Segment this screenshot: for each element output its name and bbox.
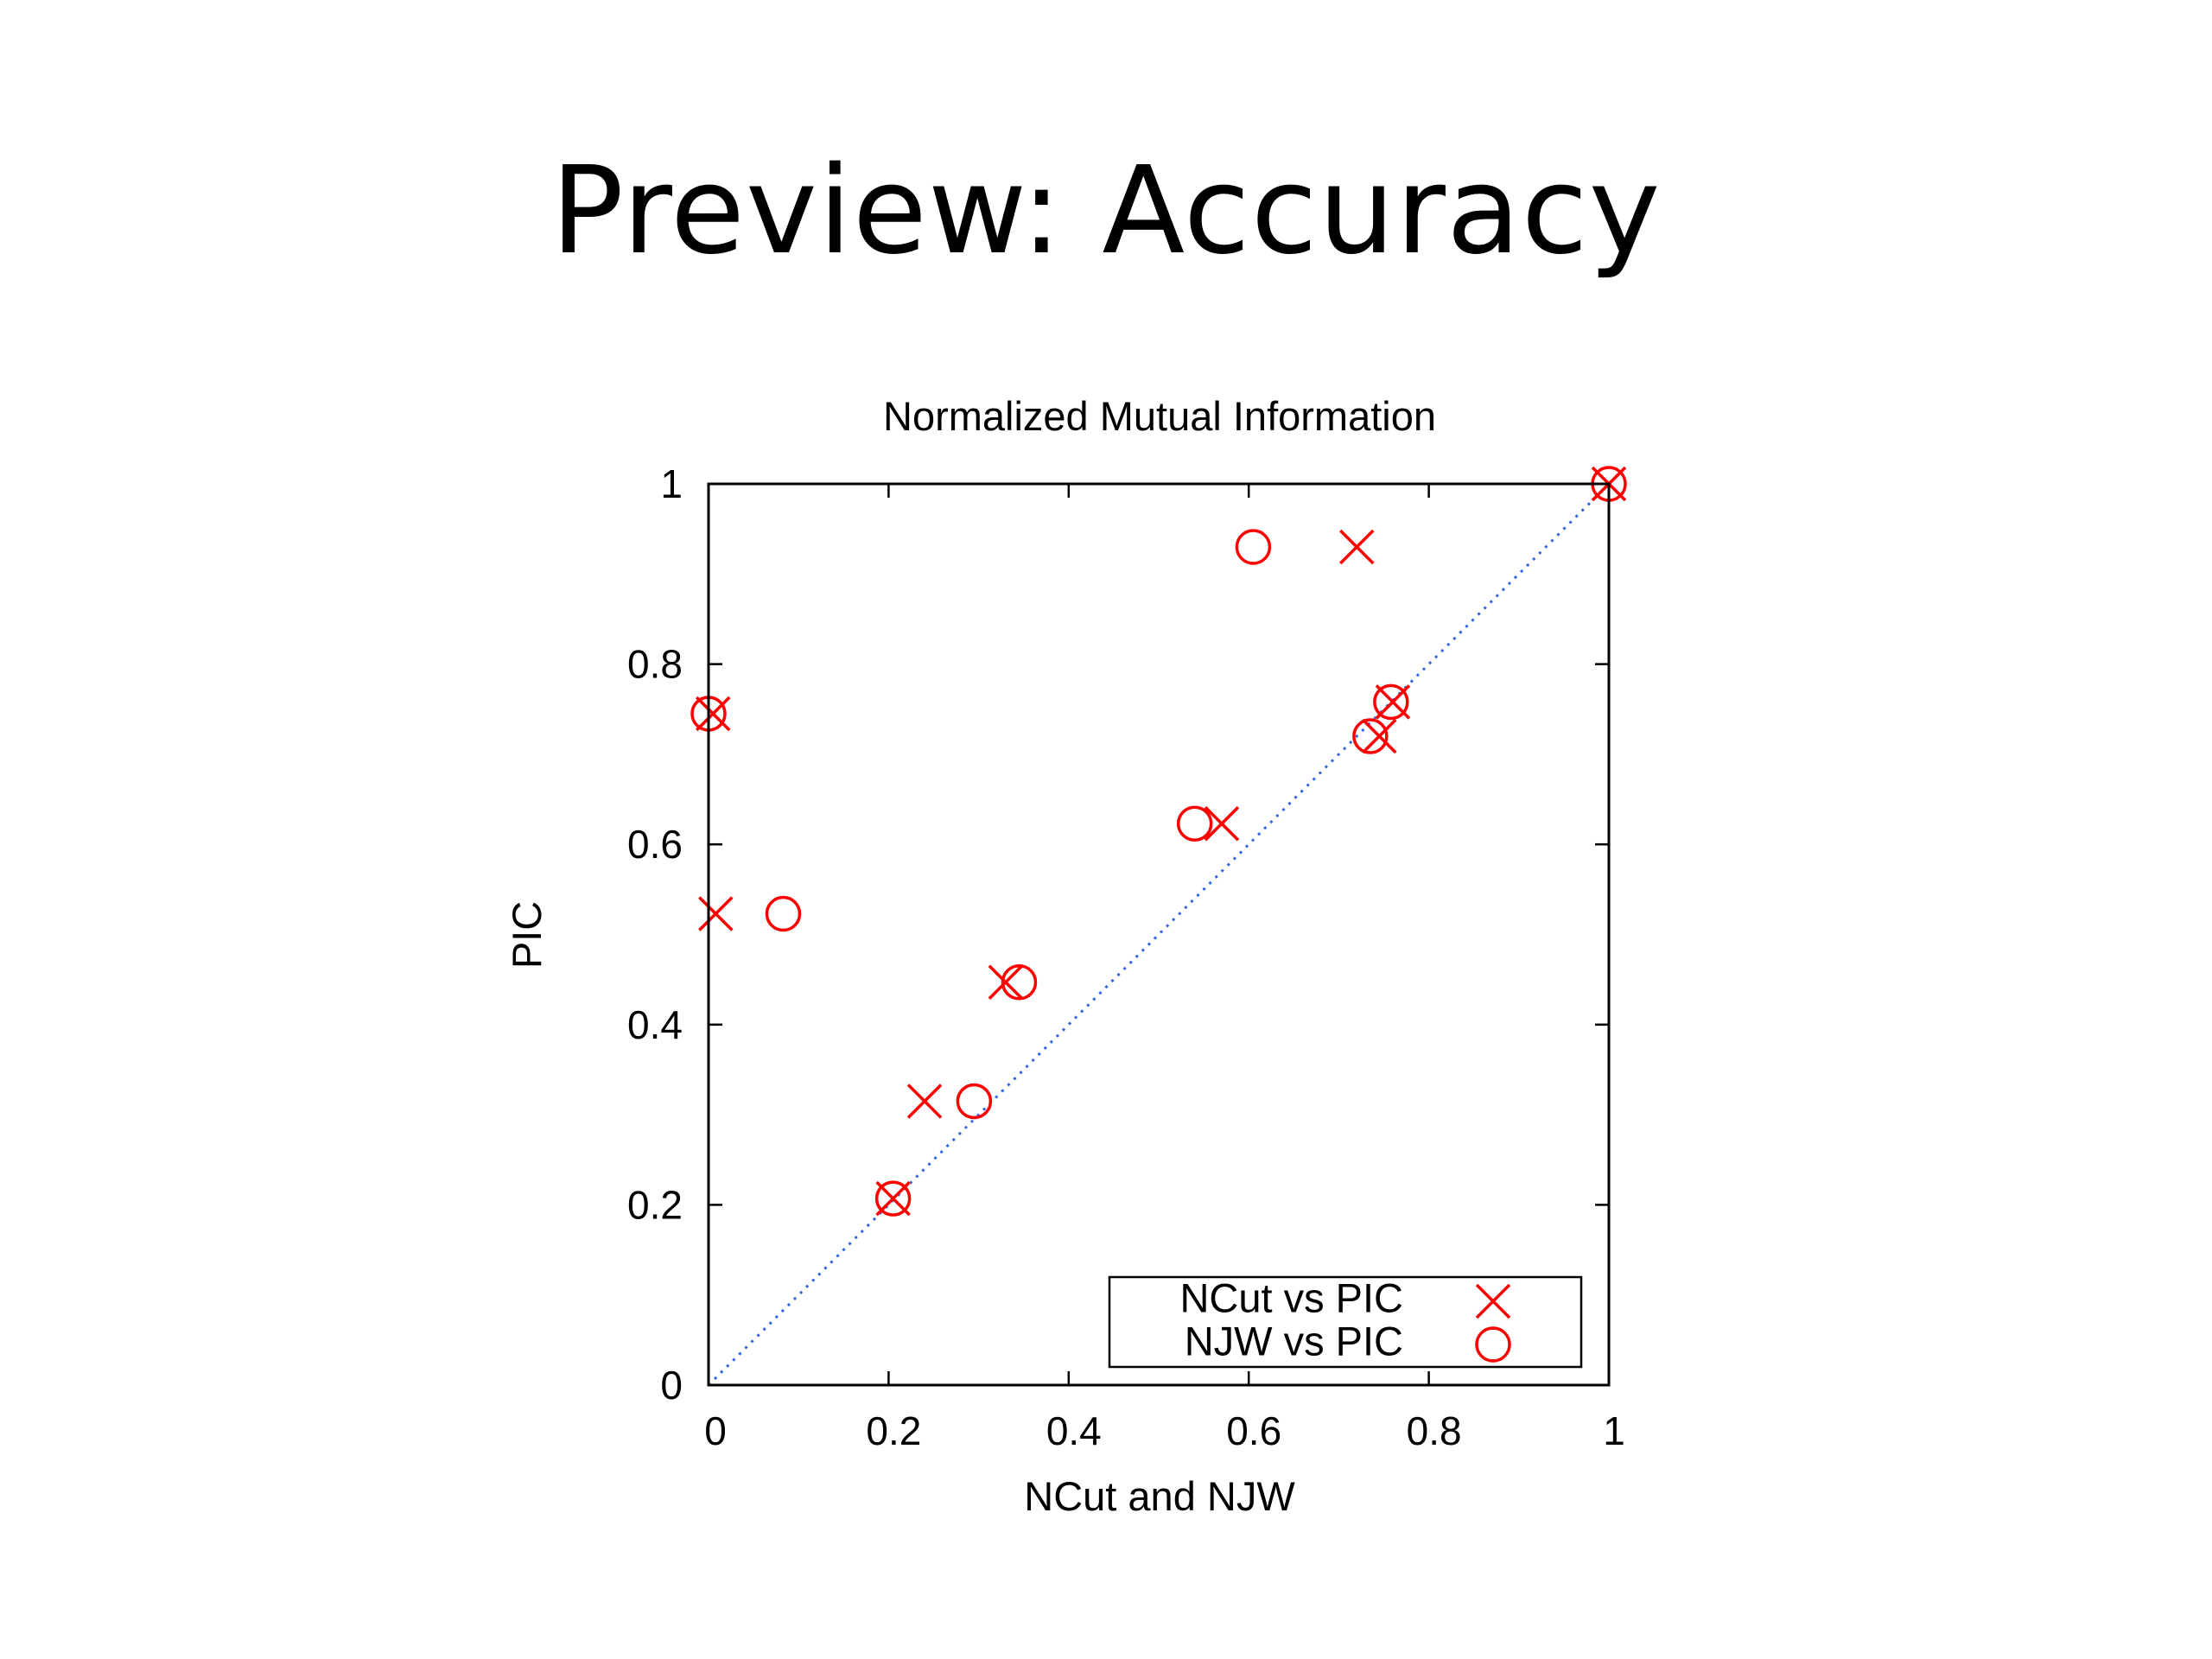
ncut-vs-pic-point — [698, 896, 734, 931]
legend-symbol-x — [1475, 1283, 1511, 1319]
y-tick-label: 0.6 — [627, 822, 683, 867]
legend-symbol-circle — [1475, 1326, 1511, 1363]
y-tick-label: 0.4 — [627, 1002, 683, 1047]
njw-vs-pic-point — [1373, 683, 1409, 721]
y-tick-label: 1 — [660, 461, 683, 506]
y-axis-label: PIC — [504, 901, 550, 969]
legend: NCut vs PIC NJW vs PIC — [1108, 1274, 1583, 1369]
ncut-vs-pic-point — [988, 964, 1024, 1001]
slide-title: Preview: Accuracy — [550, 141, 1662, 282]
y-tick-label: 0.8 — [627, 642, 683, 687]
njw-vs-pic-point — [1176, 805, 1213, 842]
njw-vs-pic-point — [1001, 964, 1038, 1001]
njw-vs-pic-point — [1235, 529, 1272, 565]
y-tick-label: 0.2 — [627, 1182, 683, 1227]
ncut-vs-pic-point — [695, 696, 731, 732]
legend-label-njw: NJW vs PIC — [1185, 1318, 1403, 1363]
reference-diagonal-line — [707, 482, 1611, 1387]
njw-vs-pic-point — [765, 895, 802, 932]
ncut-vs-pic-point — [906, 1084, 943, 1119]
njw-vs-pic-point — [874, 1180, 912, 1217]
ncut-vs-pic-point — [1204, 805, 1240, 842]
y-tick-label: 0 — [660, 1363, 683, 1408]
x-tick-label: 1 — [1603, 1408, 1625, 1453]
x-tick-label: 0.2 — [866, 1408, 921, 1453]
ncut-vs-pic-point — [1339, 529, 1375, 565]
x-tick-label: 0.8 — [1407, 1408, 1462, 1453]
plot-frame — [707, 482, 1611, 1387]
x-axis-label: NCut and NJW — [1024, 1473, 1295, 1519]
njw-vs-pic-point — [956, 1083, 993, 1120]
legend-label-ncut: NCut vs PIC — [1179, 1274, 1403, 1320]
x-tick-label: 0.4 — [1046, 1408, 1102, 1453]
njw-vs-pic-point — [1352, 718, 1389, 754]
ncut-vs-pic-point — [1362, 718, 1397, 754]
x-tick-label: 0 — [704, 1408, 727, 1453]
chart-title: Normalized Mutual Information — [883, 393, 1436, 439]
x-tick-label: 0.6 — [1226, 1408, 1281, 1453]
